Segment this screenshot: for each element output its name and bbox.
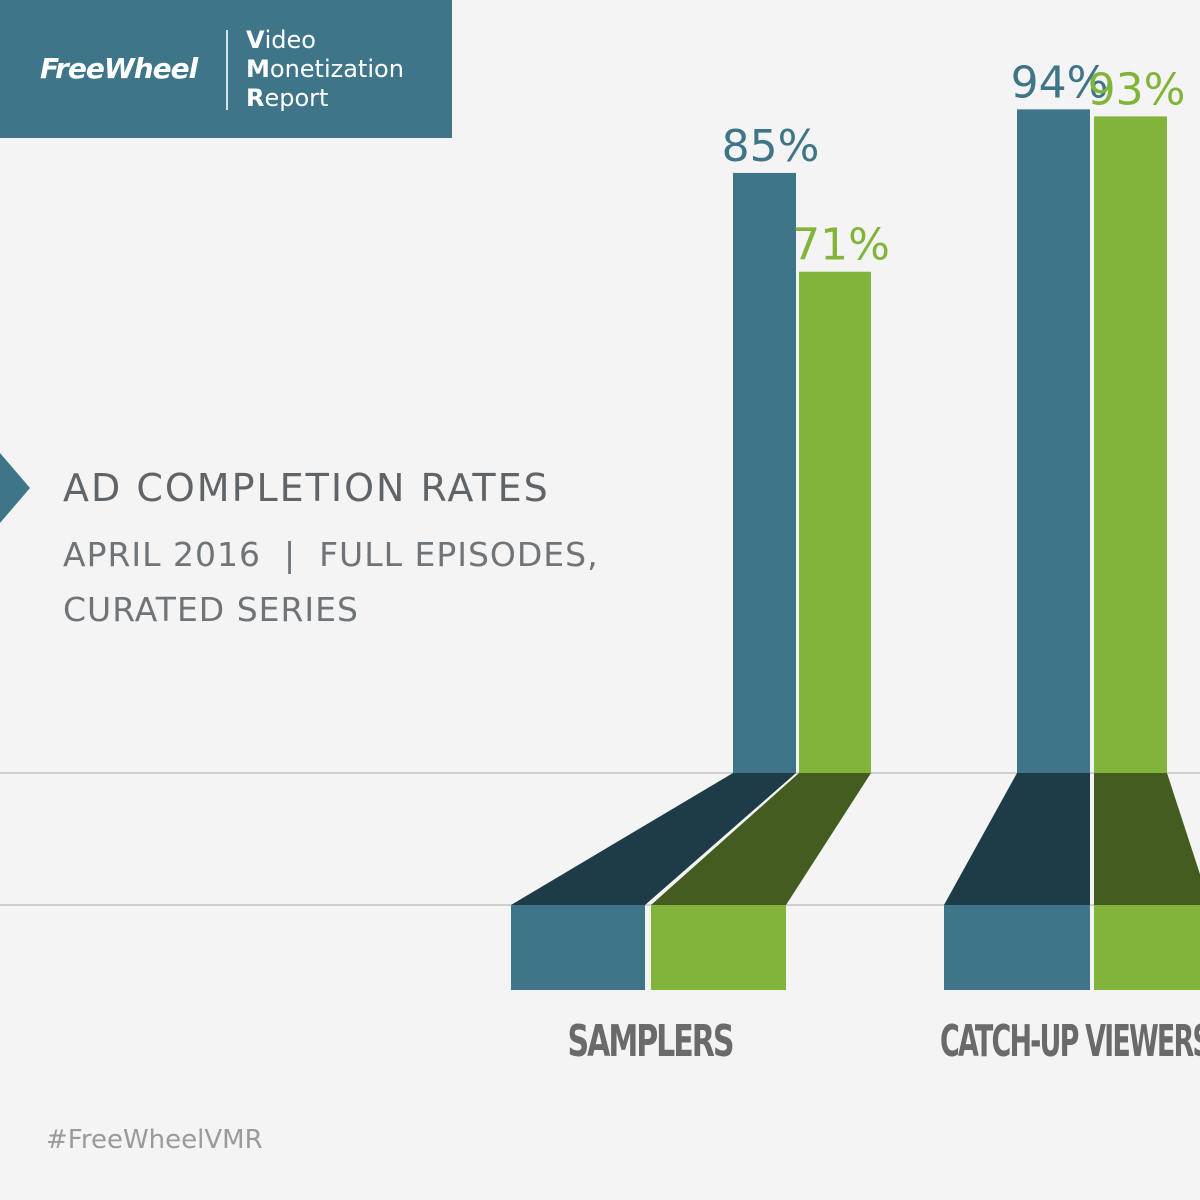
hashtag: #FreeWheelVMR <box>46 1125 263 1155</box>
value-label-catch-up-viewers-s1: 94% <box>1011 57 1109 108</box>
report-header: FreeWheel Video Monetization Report <box>0 0 452 138</box>
report-line-video: Video <box>246 26 316 54</box>
chart-subtitle: APRIL 2016 | FULL EPISODES, CURATED SERI… <box>63 527 599 637</box>
bar-base-catch-up-viewers-s1 <box>944 905 1090 990</box>
arrow-marker-icon <box>0 453 30 523</box>
bar-ramp-catch-up-viewers-s2 <box>1094 773 1200 905</box>
report-name: Video Monetization Report <box>246 26 404 113</box>
bar-base-samplers-s1 <box>511 905 645 990</box>
chart-title: AD COMPLETION RATES <box>63 466 550 510</box>
report-line-report: Report <box>246 84 329 112</box>
category-label-samplers: SAMPLERS <box>568 1016 733 1067</box>
category-label-catch-up-viewers: CATCH-UP VIEWERS <box>940 1016 1200 1067</box>
freewheel-logo: FreeWheel <box>40 52 198 85</box>
bar-samplers-s2 <box>799 271 871 773</box>
bar-ramp-catch-up-viewers-s1 <box>944 773 1090 905</box>
value-label-catch-up-viewers-s2: 93% <box>1088 64 1186 115</box>
value-label-samplers-s1: 85% <box>722 121 820 172</box>
bar-ramp-samplers-s2 <box>651 773 871 905</box>
report-line-monetization: Monetization <box>246 55 404 83</box>
chart-subtitle-line-2: CURATED SERIES <box>63 590 359 629</box>
value-label-samplers-s2: 71% <box>792 220 890 271</box>
header-divider <box>226 30 228 110</box>
chart-subtitle-line-1: APRIL 2016 | FULL EPISODES, <box>63 535 599 574</box>
bar-catch-up-viewers-s2 <box>1094 116 1167 774</box>
bar-ramp-samplers-s1 <box>511 773 796 905</box>
bar-catch-up-viewers-s1 <box>1017 109 1090 774</box>
bar-base-samplers-s2 <box>651 905 786 990</box>
bar-samplers-s1 <box>733 172 796 773</box>
bar-base-catch-up-viewers-s2 <box>1094 905 1200 990</box>
